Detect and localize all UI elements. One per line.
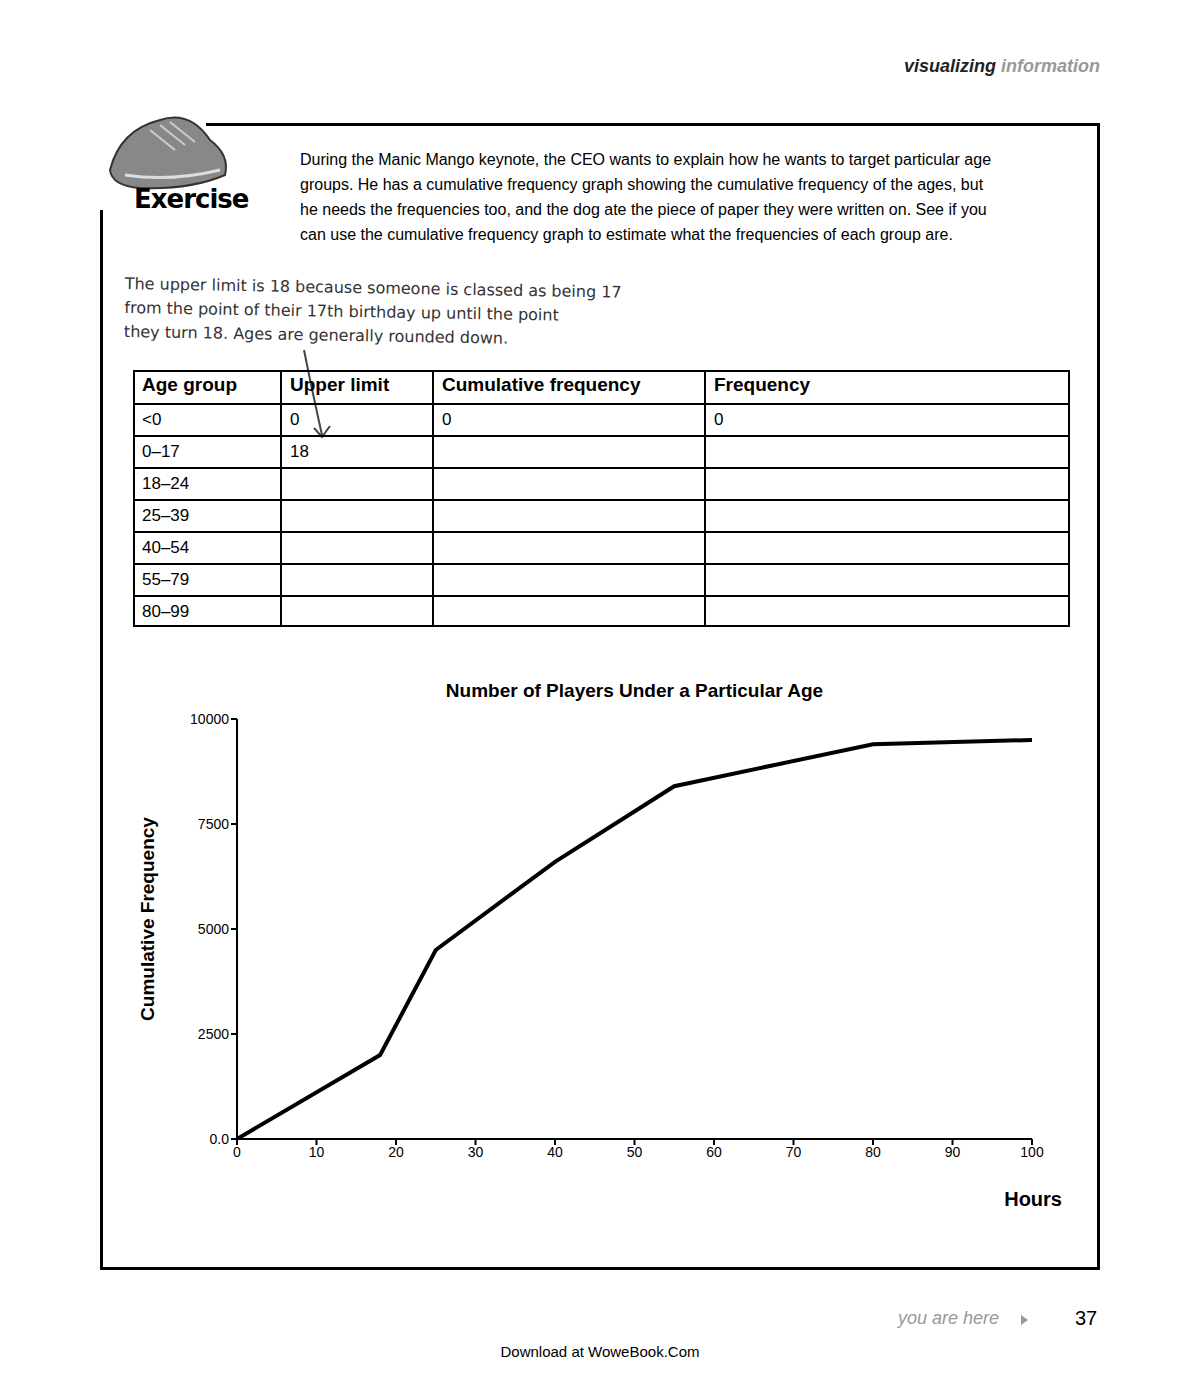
svg-text:70: 70 bbox=[786, 1144, 802, 1160]
svg-text:7500: 7500 bbox=[198, 816, 229, 832]
html-text:Upper limit: Upper limit bbox=[290, 374, 390, 395]
html-text:Download at WoweBook.Com: Download at WoweBook.Com bbox=[500, 1343, 700, 1360]
svg-text:60: 60 bbox=[706, 1144, 722, 1160]
html-text:can use the cumulative frequen: can use the cumulative frequency graph t… bbox=[300, 226, 953, 243]
html-text:Number of Players Under a Part: Number of Players Under a Particular Age bbox=[445, 680, 824, 701]
html-text:0: 0 bbox=[290, 410, 300, 429]
svg-text:10: 10 bbox=[309, 1144, 325, 1160]
svg-text:2500: 2500 bbox=[198, 1026, 229, 1042]
html-text:25–39: 25–39 bbox=[142, 506, 190, 525]
html-text:<0: <0 bbox=[142, 410, 162, 429]
html-text:you are here: you are here bbox=[898, 1308, 1000, 1328]
html-text:37: 37 bbox=[1075, 1307, 1098, 1329]
html-text:visualizing information: visualizing information bbox=[904, 56, 1100, 76]
html-text:The upper limit is 18 because: The upper limit is 18 because someone is… bbox=[124, 274, 622, 302]
html-text:0–17: 0–17 bbox=[142, 442, 180, 461]
svg-text:100: 100 bbox=[1020, 1144, 1044, 1160]
html-text:Frequency: Frequency bbox=[714, 374, 811, 395]
html-text:40–54: 40–54 bbox=[142, 538, 190, 557]
svg-text:10000: 10000 bbox=[190, 711, 229, 727]
svg-text:20: 20 bbox=[388, 1144, 404, 1160]
html-text:0: 0 bbox=[714, 410, 724, 429]
svg-text:5000: 5000 bbox=[198, 921, 229, 937]
html-text:Age group: Age group bbox=[142, 374, 237, 395]
html-text:80–99: 80–99 bbox=[142, 602, 190, 621]
html-text:During the Manic Mango keynote: During the Manic Mango keynote, the CEO … bbox=[300, 151, 991, 168]
html-text:they turn 18. Ages are general: they turn 18. Ages are generally rounded… bbox=[123, 322, 509, 348]
html-text:Cumulative frequency: Cumulative frequency bbox=[442, 374, 641, 395]
html-text:Exercise: Exercise bbox=[134, 184, 249, 214]
svg-text:50: 50 bbox=[627, 1144, 643, 1160]
html-text:Cumulative Frequency: Cumulative Frequency bbox=[137, 817, 158, 1021]
html-text:18–24: 18–24 bbox=[142, 474, 190, 493]
html-text:18: 18 bbox=[290, 442, 309, 461]
html-text:from the point of their 17th b: from the point of their 17th birthday up… bbox=[124, 298, 559, 325]
svg-text:30: 30 bbox=[468, 1144, 484, 1160]
svg-text:40: 40 bbox=[547, 1144, 563, 1160]
svg-text:90: 90 bbox=[945, 1144, 961, 1160]
html-text:55–79: 55–79 bbox=[142, 570, 190, 589]
svg-text:0.0: 0.0 bbox=[210, 1131, 230, 1147]
svg-text:80: 80 bbox=[865, 1144, 881, 1160]
html-text:he needs the frequencies too,: he needs the frequencies too, and the do… bbox=[300, 201, 987, 218]
html-text:groups. He has a cumulative fr: groups. He has a cumulative frequency gr… bbox=[300, 176, 984, 193]
html-text:Hours: Hours bbox=[1004, 1188, 1062, 1210]
html-text:0: 0 bbox=[442, 410, 452, 429]
svg-text:0: 0 bbox=[233, 1144, 241, 1160]
